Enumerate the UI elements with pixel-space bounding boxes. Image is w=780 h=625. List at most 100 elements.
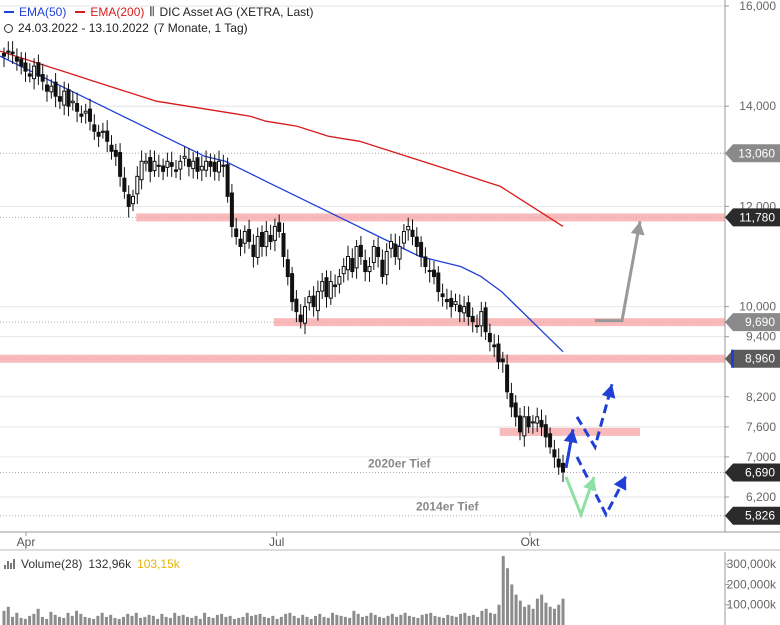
candle (118, 143, 123, 187)
candle-body (208, 161, 213, 167)
candle (462, 296, 467, 323)
volume-bar (121, 616, 125, 625)
candle (79, 105, 84, 124)
ema200-label: EMA(200) (90, 5, 145, 19)
candle (242, 225, 247, 254)
candle-body (483, 307, 488, 333)
candle-body (358, 244, 363, 258)
volume-bar (245, 612, 249, 625)
candle (384, 243, 389, 285)
candle (453, 293, 458, 312)
volume-legend: Volume(28) 132,96k 103,15k (4, 557, 180, 571)
volume-bar (57, 616, 61, 625)
volume-bar (506, 568, 510, 625)
candle-body (118, 152, 123, 177)
candle (45, 74, 49, 102)
candle-body (62, 90, 67, 106)
candle-body (389, 240, 393, 249)
candle (290, 266, 295, 311)
volume-bar (109, 614, 113, 625)
candle (389, 233, 393, 258)
volume-bar (11, 616, 15, 625)
candle-body (509, 393, 514, 408)
candle (449, 290, 454, 318)
candle-body (397, 245, 402, 260)
volume-bar (100, 612, 104, 625)
candle-body (100, 130, 105, 133)
candle (234, 218, 239, 245)
x-tick-label: Okt (521, 535, 540, 549)
volume-bar (49, 611, 53, 625)
candle (376, 237, 381, 268)
candle-body (401, 230, 406, 244)
arrow-up-short (563, 429, 578, 469)
candle (509, 382, 514, 418)
volume-bar (527, 604, 531, 625)
candle-body (109, 144, 114, 152)
candle (161, 158, 166, 181)
candle-body (126, 194, 131, 207)
candle (92, 114, 97, 141)
candle (36, 54, 41, 85)
candle (371, 239, 376, 270)
candle-body (328, 281, 333, 299)
volume-bar (92, 618, 96, 625)
candle (23, 52, 28, 83)
volume-tick-label: 300,000k (727, 557, 777, 571)
candle (169, 151, 174, 177)
y-axis: 16,00014,00012,00010,0009,4008,2007,6007… (724, 0, 780, 532)
volume-bar (378, 616, 382, 625)
ema50-line (0, 55, 564, 353)
resistance-zone (499, 427, 640, 436)
volume-value2: 103,15k (137, 557, 180, 571)
candle (264, 221, 269, 257)
volume-bar (113, 617, 117, 625)
volume-bar (292, 615, 296, 625)
volume-bar (203, 612, 207, 625)
price-flag-label: 11,780 (739, 210, 775, 224)
candle (178, 155, 183, 181)
volume-bar (463, 612, 467, 625)
candle-body (40, 74, 45, 82)
candle-body (363, 259, 368, 273)
candle (350, 248, 355, 278)
candle-body (139, 160, 144, 181)
volume-bar (75, 610, 79, 625)
candle-body (264, 230, 269, 248)
candle (496, 335, 501, 370)
volume-bar (15, 612, 19, 625)
candle-body (462, 306, 467, 314)
candle-body (423, 256, 428, 268)
candle (561, 454, 565, 482)
candle-body (161, 165, 166, 172)
price-flag: 13,060 (725, 144, 780, 163)
volume-bar (305, 616, 309, 625)
candle-body (96, 131, 101, 137)
candle (113, 143, 118, 166)
volume-bar (348, 617, 352, 625)
price-flag: 8,960 (725, 349, 780, 368)
arrow-blue-dashed-2-head (613, 475, 627, 491)
candle-body (436, 272, 441, 293)
candle (260, 225, 264, 257)
candle-body (27, 73, 32, 77)
candle (40, 63, 45, 91)
candle-body (199, 165, 204, 171)
resistance-zone (136, 213, 725, 222)
candle-body (346, 256, 350, 271)
candle (380, 249, 385, 284)
candle-body (453, 301, 458, 305)
candle-body (6, 50, 11, 53)
candle-body (186, 158, 191, 167)
candle (96, 124, 101, 148)
volume-bar (488, 612, 492, 625)
candle-body (526, 416, 531, 428)
candle-body (518, 415, 522, 433)
candle (526, 406, 531, 434)
candle (358, 236, 363, 265)
volume-bar (185, 616, 189, 625)
volume-bar (190, 617, 194, 625)
candle (229, 184, 234, 238)
candle (294, 290, 299, 323)
arrow-green-head (583, 476, 597, 492)
